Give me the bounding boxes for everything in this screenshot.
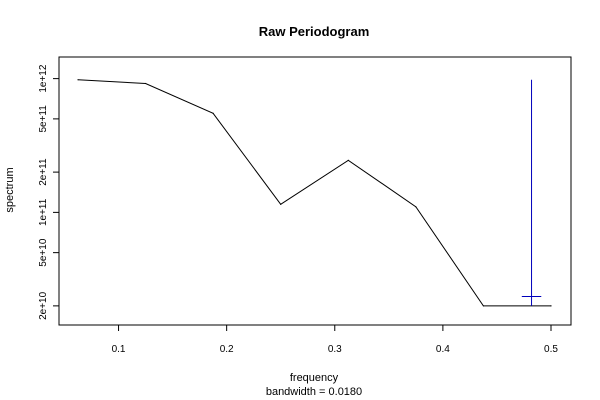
x-tick-label: 0.1 — [112, 344, 126, 355]
y-axis-label: spectrum — [4, 167, 16, 212]
y-tick-label: 5e+11 — [38, 105, 49, 133]
y-tick-label: 5e+10 — [38, 238, 49, 267]
spectrum-point — [77, 79, 79, 81]
spectrum-point — [415, 206, 417, 208]
spectrum-point — [482, 305, 485, 307]
x-tick-label: 0.2 — [220, 344, 234, 355]
plot-area — [77, 79, 552, 307]
y-axis: 2e+10 5e+10 1e+11 2e+11 5e+11 1e+12 — [38, 64, 59, 320]
x-tick-label: 0.5 — [544, 344, 558, 355]
y-tick-label: 1e+11 — [38, 198, 49, 226]
plot-frame — [58, 56, 572, 326]
spectrum-point — [144, 82, 147, 85]
x-tick-label: 0.4 — [436, 344, 450, 355]
y-tick-label: 1e+12 — [38, 64, 49, 93]
y-tick-label: 2e+10 — [38, 291, 49, 320]
spectrum-point — [347, 159, 349, 161]
chart-title: Raw Periodogram — [259, 24, 370, 39]
bandwidth-label: bandwidth = 0.0180 — [266, 386, 362, 398]
spectrum-point — [212, 112, 214, 114]
x-axis-label: frequency — [290, 372, 339, 384]
x-axis: 0.1 0.2 0.3 0.4 0.5 — [112, 325, 558, 355]
y-tick-label: 2e+11 — [38, 158, 49, 186]
x-tick-label: 0.3 — [328, 344, 342, 355]
spectrum-point — [280, 203, 282, 205]
spectrum-point — [550, 305, 552, 307]
spectrum-line — [77, 79, 551, 307]
